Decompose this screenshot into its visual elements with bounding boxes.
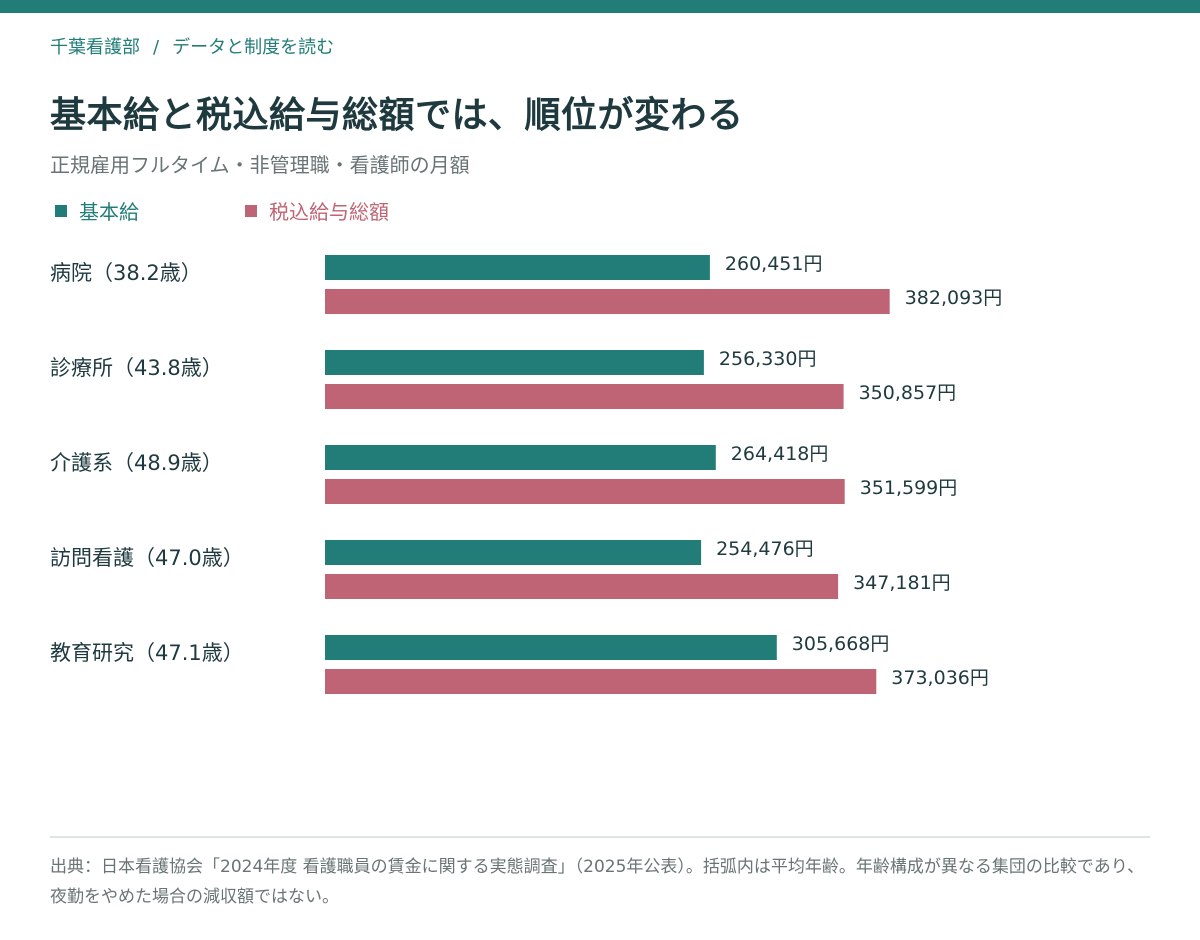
value-label: 254,476円 <box>716 538 814 560</box>
bar-group: 病院（38.2歳） 260,451円 382,093円 <box>50 253 1002 314</box>
category-label: 介護系（48.9歳） <box>50 451 223 475</box>
value-label: 382,093円 <box>905 287 1003 309</box>
legend-label-total: 税込給与総額 <box>269 200 389 224</box>
value-label: 260,451円 <box>725 253 823 275</box>
category-label: 病院（38.2歳） <box>50 261 202 285</box>
value-label: 373,036円 <box>891 667 989 689</box>
breadcrumb-separator: / <box>153 37 160 58</box>
footer-divider <box>50 836 1150 838</box>
bar-base <box>325 255 710 280</box>
bar-group: 診療所（43.8歳） 256,330円 350,857円 <box>50 348 956 409</box>
chart-subtitle: 正規雇用フルタイム・非管理職・看護師の月額 <box>50 153 470 177</box>
breadcrumb: 千葉看護部 / データと制度を読む <box>50 33 334 59</box>
bar-total <box>325 289 890 314</box>
value-label: 256,330円 <box>719 348 817 370</box>
top-accent-bar <box>0 0 1200 13</box>
breadcrumb-site[interactable]: 千葉看護部 <box>50 37 140 58</box>
legend-swatch-base <box>55 204 67 217</box>
value-label: 351,599円 <box>860 477 958 499</box>
legend-swatch-total <box>245 204 257 217</box>
legend-item-total: 税込給与総額 <box>245 196 389 225</box>
bar-group: 訪問看護（47.0歳） 254,476円 347,181円 <box>50 538 951 599</box>
legend-label-base: 基本給 <box>79 200 139 224</box>
value-label: 264,418円 <box>731 443 829 465</box>
value-label: 350,857円 <box>859 382 957 404</box>
category-label: 診療所（43.8歳） <box>50 356 223 380</box>
bar-total <box>325 479 845 504</box>
breadcrumb-section[interactable]: データと制度を読む <box>172 37 335 58</box>
bar-base <box>325 635 777 660</box>
value-label: 347,181円 <box>853 572 951 594</box>
bar-total <box>325 574 839 599</box>
category-label: 訪問看護（47.0歳） <box>50 546 244 570</box>
bar-base <box>325 540 702 565</box>
bar-group: 介護系（48.9歳） 264,418円 351,599円 <box>50 443 957 504</box>
bar-base <box>325 445 716 470</box>
bar-total <box>325 384 844 409</box>
source-note: 出典：日本看護協会「2024年度 看護職員の賃金に関する実態調査」（2025年公… <box>50 857 1145 907</box>
legend-item-base: 基本給 <box>55 196 139 225</box>
bar-base <box>325 350 704 375</box>
bar-total <box>325 669 877 694</box>
chart-title: 基本給と税込給与総額では、順位が変わる <box>50 95 744 136</box>
category-label: 教育研究（47.1歳） <box>50 641 244 665</box>
value-label: 305,668円 <box>792 633 890 655</box>
